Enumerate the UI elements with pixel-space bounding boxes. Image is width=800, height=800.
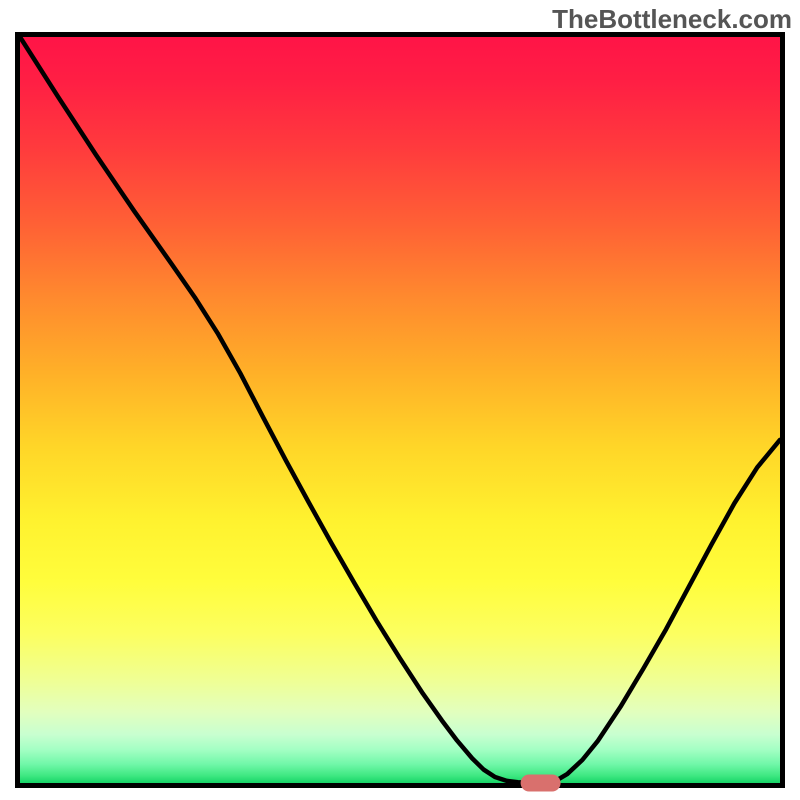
min-marker xyxy=(521,775,561,792)
chart-svg xyxy=(20,37,780,783)
plot-area xyxy=(15,32,785,788)
chart-frame: TheBottleneck.com xyxy=(0,0,800,800)
gradient-background xyxy=(20,37,780,783)
watermark-text: TheBottleneck.com xyxy=(552,4,792,35)
